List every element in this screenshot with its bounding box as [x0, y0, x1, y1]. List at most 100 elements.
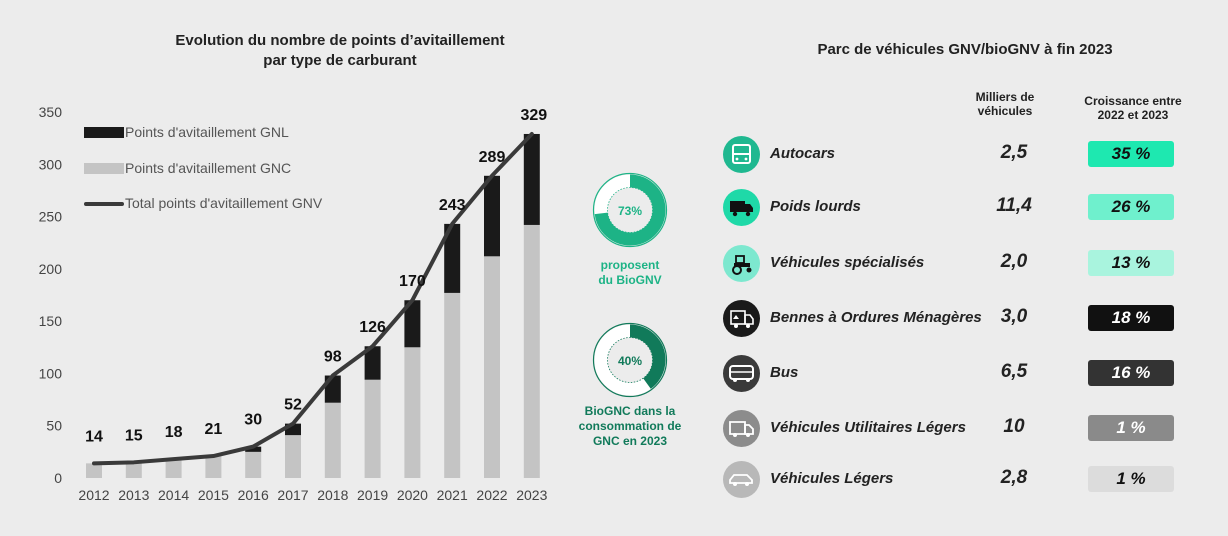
donut-biognv-value: 73%	[618, 204, 642, 218]
bar-gnl	[285, 423, 301, 436]
tractor-icon	[723, 245, 760, 282]
bar-gnc	[404, 347, 421, 478]
y-tick-label: 200	[39, 261, 63, 277]
total-value-label: 52	[284, 397, 302, 414]
bus-icon	[723, 355, 760, 392]
x-tick-label: 2016	[238, 487, 269, 503]
bar-gnc	[324, 402, 341, 478]
growth-badge: 13 %	[1088, 250, 1174, 276]
growth-badge: 16 %	[1088, 360, 1174, 386]
fleet-row-name: Autocars	[770, 145, 836, 162]
car-icon	[723, 461, 760, 498]
fleet-row-name: Bus	[770, 364, 799, 381]
chart-title-line1: Evolution du nombre de points d’avitaill…	[175, 32, 505, 49]
garbage-truck-icon	[723, 300, 760, 337]
fleet-row-value: 2,0	[1000, 251, 1028, 272]
donut-biognc-caption: BioGNC dans la consommation de GNC en 20…	[560, 404, 700, 449]
total-value-label: 170	[399, 273, 426, 290]
col-header-units: Milliers de véhicules	[955, 90, 1055, 118]
x-tick-label: 2023	[516, 487, 547, 503]
bar-gnc	[484, 256, 500, 478]
donut-biognv-arc	[594, 174, 666, 246]
donut-biognc-outer-ring	[592, 322, 668, 398]
fleet-row-value: 10	[1003, 416, 1025, 437]
x-tick-label: 2019	[357, 487, 388, 503]
x-tick-label: 2022	[476, 487, 507, 503]
bar-gnc	[364, 379, 381, 478]
chart-legend: Points d'avitaillement GNL Points d'avit…	[84, 124, 384, 224]
x-tick-label: 2021	[437, 487, 468, 503]
fleet-row-value: 3,0	[1000, 306, 1028, 327]
total-line	[92, 131, 534, 466]
legend-swatch-total	[84, 202, 124, 206]
legend-label-total: Total points d'avitaillement GNV	[125, 195, 323, 211]
col-header-growth-line1: Croissance entre	[1084, 94, 1182, 108]
donut-biognc-arc	[594, 324, 666, 396]
donut-biognc-caption-line2: consommation de	[578, 419, 682, 433]
col-header-units-line1: Milliers de	[975, 90, 1035, 104]
total-value-label: 21	[205, 421, 223, 438]
van-icon	[723, 410, 760, 447]
y-tick-label: 300	[39, 156, 63, 172]
y-tick-label: 150	[39, 313, 63, 329]
total-value-label: 329	[520, 107, 547, 124]
fleet-row-name: Poids lourds	[770, 198, 861, 215]
y-tick-label: 350	[39, 104, 63, 120]
x-tick-label: 2017	[277, 487, 308, 503]
total-value-label: 243	[439, 197, 466, 214]
bar-gnl	[404, 300, 421, 348]
fleet-row-value: 6,5	[1000, 361, 1028, 382]
bar-gnl	[523, 133, 540, 225]
fleet-row-name: Véhicules Légers	[770, 470, 894, 487]
donut-biognv-caption: proposent du BioGNV	[560, 258, 700, 288]
bar-gnc	[165, 459, 182, 478]
col-header-units-line2: véhicules	[977, 104, 1033, 118]
total-value-label: 126	[359, 319, 386, 336]
chart-title-line2: par type de carburant	[263, 52, 417, 69]
total-value-label: 15	[125, 427, 143, 444]
col-header-growth: Croissance entre 2022 et 2023	[1068, 94, 1198, 122]
growth-badge: 26 %	[1088, 194, 1174, 220]
fleet-row-value: 2,5	[1000, 142, 1028, 163]
donut-biognc-caption-line3: GNC en 2023	[592, 434, 668, 448]
x-tick-label: 2013	[118, 487, 149, 503]
x-tick-label: 2020	[397, 487, 428, 503]
x-tick-label: 2018	[317, 487, 348, 503]
growth-badge: 1 %	[1088, 415, 1174, 441]
donut-biognc: 40%	[592, 322, 668, 398]
total-value-label: 30	[244, 412, 262, 429]
y-tick-label: 100	[39, 365, 63, 381]
legend-label-gnl: Points d'avitaillement GNL	[125, 124, 289, 140]
y-tick-label: 0	[54, 470, 62, 486]
bar-gnc	[285, 435, 301, 478]
chart-title: Evolution du nombre de points d’avitaill…	[120, 31, 560, 71]
donut-biognc-inner-ring	[607, 337, 653, 383]
fleet-row-name: Véhicules spécialisés	[770, 254, 925, 271]
bar-line-chart: 0 50 100 150 200 250 300 350 14 15 18 21 30 52 98 126 1…	[39, 104, 548, 503]
truck-icon	[723, 189, 760, 226]
x-tick-label: 2014	[158, 487, 189, 503]
x-tick-label: 2012	[78, 487, 109, 503]
fleet-row-name: Bennes à Ordures Ménagères	[770, 309, 982, 326]
growth-badge: 1 %	[1088, 466, 1174, 492]
donut-biognv-caption-line2: du BioGNV	[598, 273, 662, 287]
fleet-row-name: Véhicules Utilitaires Légers	[770, 419, 966, 436]
donut-biognv-outer-ring	[592, 172, 668, 248]
bar-gnl	[444, 223, 461, 293]
col-header-growth-line2: 2022 et 2023	[1097, 108, 1169, 122]
growth-badge: 18 %	[1088, 305, 1174, 331]
donut-biognc-caption-line1: BioGNC dans la	[584, 404, 676, 418]
y-tick-label: 250	[39, 209, 63, 225]
growth-badge: 35 %	[1088, 141, 1174, 167]
bar-gnc	[86, 463, 102, 478]
donut-biognv-caption-line1: proposent	[600, 258, 660, 272]
fleet-title: Parc de véhicules GNV/bioGNV à fin 2023	[817, 41, 1113, 58]
x-tick-label: 2015	[198, 487, 229, 503]
legend-swatch-gnc	[84, 163, 124, 174]
bar-gnl	[245, 446, 262, 452]
bar-gnl	[364, 346, 381, 380]
bar-gnc	[205, 456, 222, 478]
legend-swatch-gnl	[84, 127, 124, 138]
donut-biognv-inner-ring	[607, 187, 653, 233]
donut-biognc-value: 40%	[618, 354, 642, 368]
